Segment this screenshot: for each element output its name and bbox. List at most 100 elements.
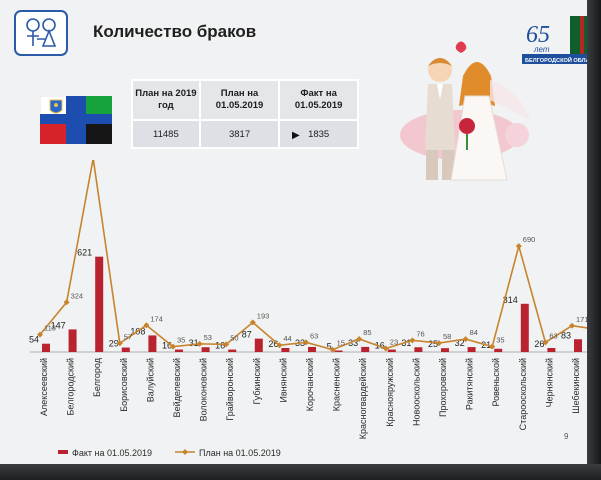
bar-10 xyxy=(281,348,290,352)
tick-label-16: Прохоровский xyxy=(438,358,448,417)
plan-point-10 xyxy=(276,342,283,349)
plan-label-16: 58 xyxy=(443,332,451,341)
plan-label-1: 113 xyxy=(44,324,56,333)
bar-7 xyxy=(201,347,210,352)
plan-point-6 xyxy=(170,343,176,350)
plan-point-9 xyxy=(249,319,256,326)
plan-label-8: 50 xyxy=(230,333,238,342)
plan-point-1 xyxy=(37,331,43,338)
tick-label-10: Ивнянский xyxy=(278,358,288,403)
plan-point-21 xyxy=(569,322,575,329)
plan-label-9: 193 xyxy=(257,311,270,320)
bar-6 xyxy=(175,349,183,352)
plan-point-19 xyxy=(515,243,522,250)
bar-label-7: 31 xyxy=(189,338,199,348)
bar-label-19: 314 xyxy=(503,295,518,305)
plan-label-15: 76 xyxy=(416,329,424,338)
plan-label-5: 174 xyxy=(150,314,163,323)
header-plan-date: План на 01.05.2019 xyxy=(198,79,281,121)
header-fact-date: Факт на 01.05.2019 xyxy=(278,79,359,121)
tick-label-2: Белгородский xyxy=(66,358,76,416)
plan-label-7: 53 xyxy=(204,333,212,342)
plan-point-17 xyxy=(462,336,469,343)
bar-18 xyxy=(494,348,503,352)
couple-logo-icon xyxy=(14,10,68,56)
plan-point-2 xyxy=(63,299,70,306)
bar-15 xyxy=(414,347,423,352)
bar-label-8: 16 xyxy=(215,341,225,351)
screen-bezel-right xyxy=(587,0,601,480)
plan-point-4 xyxy=(116,340,123,347)
bar-label-9: 87 xyxy=(242,330,252,340)
screen-bezel-bottom xyxy=(0,464,601,480)
bar-17 xyxy=(467,347,476,352)
tick-label-4: Борисовский xyxy=(119,358,129,412)
badge-region: БЕЛГОРОДСКОЙ ОБЛАСТИ xyxy=(525,56,596,64)
legend-plan-label: План на 01.05.2019 xyxy=(199,448,281,458)
value-plan-date: 3817 xyxy=(198,119,281,149)
plan-label-4: 57 xyxy=(124,332,132,341)
plan-point-15 xyxy=(409,337,416,344)
plan-point-11 xyxy=(303,339,309,346)
tick-label-1: Алексеевский xyxy=(39,358,49,416)
bar-label-15: 31 xyxy=(401,338,411,348)
page-number: 9 xyxy=(564,432,569,441)
plan-label-12: 15 xyxy=(337,339,345,348)
plan-point-7 xyxy=(196,340,203,347)
marriages-chart: 54 Алексеевский 147 Белгородский 621 Белгород… xyxy=(29,160,601,458)
tick-label-7: Волоконовский xyxy=(199,358,209,421)
value-plan-year: 11485 xyxy=(131,119,201,149)
slide-title: Количество браков xyxy=(93,22,257,41)
bar-label-6: 16 xyxy=(162,341,172,351)
tick-label-20: Чернянский xyxy=(544,358,554,407)
plan-label-13: 85 xyxy=(363,328,371,337)
bar-label-13: 33 xyxy=(348,338,358,348)
bar-3 xyxy=(95,256,104,352)
bar-16 xyxy=(441,348,449,352)
bar-21 xyxy=(574,339,582,352)
bar-20 xyxy=(547,348,556,352)
bar-8 xyxy=(228,349,237,352)
tick-label-13: Красногвардейский xyxy=(358,358,368,439)
bar-4 xyxy=(121,347,130,352)
tick-label-18: Ровеньской xyxy=(491,358,501,407)
bar-5 xyxy=(148,335,157,352)
plan-label-14: 23 xyxy=(390,337,398,346)
bar-label-10: 26 xyxy=(268,339,278,349)
plan-label-18: 35 xyxy=(496,336,504,345)
plan-point-5 xyxy=(143,322,150,329)
bar-19 xyxy=(520,303,529,352)
badge-years: 65 xyxy=(526,22,550,48)
bar-label-4: 29 xyxy=(109,339,119,349)
tick-label-3: Белгород xyxy=(92,357,102,397)
bar-11 xyxy=(308,346,316,352)
tick-label-9: Губкинский xyxy=(252,358,262,404)
summary-table: План на 2019 год План на 01.05.2019 Факт… xyxy=(131,79,359,149)
bar-14 xyxy=(387,349,396,352)
plan-point-8 xyxy=(223,341,230,348)
plan-label-19: 690 xyxy=(523,235,536,244)
header-plan-year: План на 2019 год xyxy=(131,79,201,121)
tick-label-17: Ракитянский xyxy=(465,358,475,410)
mouse-cursor-icon: ▶ xyxy=(292,130,300,141)
plan-label-6: 35 xyxy=(177,336,185,345)
wedding-couple-illustration xyxy=(400,41,530,181)
bar-label-1: 54 xyxy=(29,335,39,345)
plan-point-14 xyxy=(382,345,389,352)
tick-label-6: Вейделевский xyxy=(172,358,182,417)
bar-label-20: 26 xyxy=(534,339,544,349)
tick-label-15: Новооскольский xyxy=(411,358,421,426)
plan-point-3 xyxy=(91,160,95,162)
plan-label-17: 84 xyxy=(470,328,478,337)
legend-plan-marker xyxy=(182,449,188,455)
tick-label-21: Шебекинский xyxy=(571,358,581,414)
bar-2 xyxy=(68,329,77,352)
tick-label-14: Краснояружский xyxy=(385,358,395,427)
bar-label-16: 25 xyxy=(428,339,438,349)
tick-label-11: Корочанский xyxy=(305,358,315,411)
plan-label-2: 324 xyxy=(71,291,84,300)
bar-1 xyxy=(42,343,50,352)
bar-13 xyxy=(361,346,370,352)
value-fact-date: 1835 xyxy=(278,119,359,149)
bar-label-12: 5 xyxy=(327,342,332,352)
